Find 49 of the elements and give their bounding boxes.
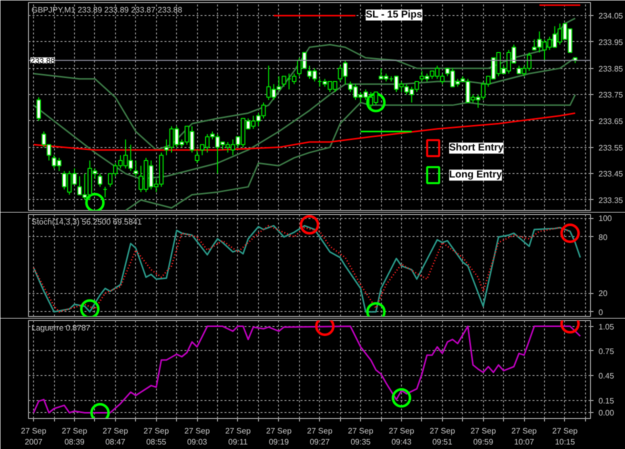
y-tick-label: 234.05 (598, 12, 624, 21)
x-tick-label: 27 Sep 08:39 (62, 426, 88, 446)
y-tick-label: 233.75 (598, 90, 624, 100)
x-tick-label: 27 Sep 09:27 (307, 426, 333, 446)
x-tick-label: 27 Sep 09:11 (225, 426, 252, 446)
y-tick-label: 0.75 (598, 346, 615, 356)
y-tick-label: 233.65 (598, 116, 624, 126)
x-tick-label: 27 Sep 09:43 (388, 426, 415, 446)
y-tick-label: 233.35 (598, 196, 624, 205)
y-tick-label: 1.05 (598, 322, 615, 332)
point (80, 299, 100, 316)
x-tick-label: 27 Sep 2007 (20, 426, 47, 446)
legend-label: Long Entry (449, 170, 502, 181)
legend-label: Short Entry (449, 142, 504, 154)
y-tick-label: 0.45 (598, 372, 615, 381)
y-tick-label: 100 (598, 214, 612, 224)
x-tick-label: 27 Sep 09:03 (184, 426, 210, 446)
candlestick (36, 96, 42, 122)
line-series (32, 112, 576, 151)
candlestick (98, 173, 102, 188)
candlestick (134, 160, 138, 177)
y-tick-label: 0 (598, 308, 604, 317)
x-tick-label: 27 Sep 08:47 (102, 426, 129, 446)
x-tick-label: 27 Sep 09:51 (430, 426, 456, 446)
x-tick-label: 27 Sep 09:19 (266, 426, 292, 446)
x-tick-label: 27 Sep 09:35 (348, 426, 374, 446)
line-series (32, 326, 582, 414)
x-tick-label: 27 Sep 09:59 (470, 426, 496, 446)
y-tick-label: 233.45 (598, 170, 624, 179)
ref-line-label: 233.88 (30, 56, 56, 66)
y-tick-label: 80 (598, 232, 608, 242)
y-tick-label: 233.55 (598, 143, 624, 152)
y-tick-label: 20 (598, 289, 608, 298)
y-tick-label: 0.00 (598, 408, 615, 418)
point (300, 215, 320, 235)
candlestick (292, 73, 296, 85)
point (560, 223, 580, 243)
chart-title: Stoch(14,3,3) 56.2500 69.5841 (32, 218, 142, 226)
chart-title: GBPJPY,M1 233.89 233.89 233.87 233.88 (32, 6, 183, 14)
y-tick-label: 0.15 (598, 396, 615, 406)
x-tick-label: 27 Sep 08:55 (144, 426, 170, 446)
point (392, 388, 412, 408)
x-tick-label: 27 Sep 10:07 (511, 426, 538, 446)
candlestick (194, 149, 200, 164)
x-tick-label: 27 Sep 10:15 (552, 426, 578, 446)
annotation: SL - 15 Pips (366, 9, 423, 20)
y-tick-label: 233.85 (598, 64, 624, 74)
y-tick-label: 233.95 (598, 38, 624, 47)
chart-title: Laguerre 0.8787 (32, 324, 91, 332)
